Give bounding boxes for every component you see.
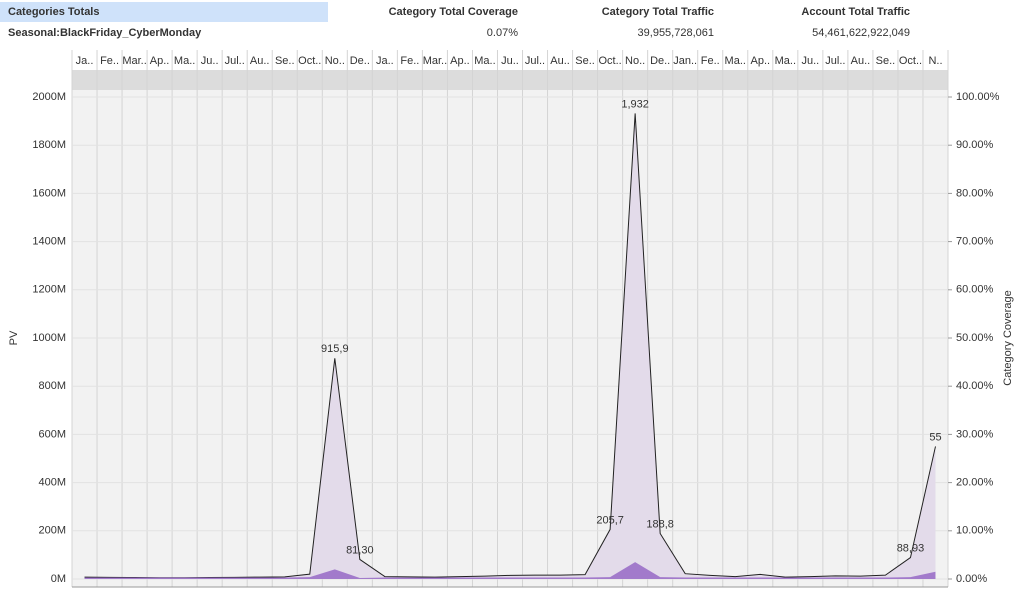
y-tick-label: 1400M [32, 236, 66, 248]
y2-tick-label: 50.00% [956, 332, 994, 344]
data-label: 55 [929, 431, 941, 443]
y-tick-label: 600M [38, 428, 66, 440]
x-tick-label: Jan.. [673, 55, 697, 67]
y2-tick-label: 10.00% [956, 525, 994, 537]
x-tick-label: Au.. [550, 55, 570, 67]
y2-tick-label: 60.00% [956, 284, 994, 296]
x-tick-label: Se.. [876, 55, 896, 67]
header-cell: Account Total Traffic [801, 6, 910, 18]
y-tick-label: 1000M [32, 332, 66, 344]
x-tick-label: Jul.. [525, 55, 545, 67]
header-cell: Category Total Traffic [602, 6, 714, 18]
y2-tick-label: 40.00% [956, 380, 994, 392]
row-cell: 54,461,622,922,049 [812, 27, 910, 39]
x-tick-label: N.. [928, 55, 942, 67]
row-cell: Seasonal:BlackFriday_CyberMonday [8, 27, 202, 39]
x-tick-label: Fe.. [400, 55, 419, 67]
data-label: 81,30 [346, 544, 374, 556]
row-cell: 39,955,728,061 [638, 27, 714, 39]
x-tick-label: Au.. [851, 55, 871, 67]
x-tick-label: Fe.. [701, 55, 720, 67]
x-tick-label: Ju.. [201, 55, 219, 67]
x-tick-label: Se.. [275, 55, 295, 67]
x-tick-label: Ju.. [501, 55, 519, 67]
x-tick-label: No.. [625, 55, 645, 67]
y-tick-label: 200M [38, 525, 66, 537]
series-line [84, 113, 936, 579]
x-tick-label: Ap.. [750, 55, 770, 67]
y-tick-label: 800M [38, 380, 66, 392]
data-label: 915,9 [321, 343, 349, 355]
data-label: 88,93 [897, 542, 925, 554]
data-label: 205,7 [596, 514, 624, 526]
header-cell: Category Total Coverage [389, 6, 518, 18]
header-band [72, 70, 948, 90]
x-tick-label: Fe.. [100, 55, 119, 67]
y-axis-title: PV [8, 330, 20, 345]
x-tick-label: Ja.. [376, 55, 394, 67]
x-tick-label: Ju.. [801, 55, 819, 67]
y2-tick-label: 30.00% [956, 428, 994, 440]
y-tick-label: 1800M [32, 139, 66, 151]
y2-axis-title: Category Coverage [1002, 290, 1014, 385]
y-tick-label: 400M [38, 477, 66, 489]
y-tick-label: 1600M [32, 187, 66, 199]
y-tick-label: 1200M [32, 284, 66, 296]
header-cell: Categories Totals [8, 6, 100, 18]
x-tick-label: Ma.. [474, 55, 495, 67]
x-tick-label: Oct.. [899, 55, 922, 67]
x-tick-label: Ap.. [450, 55, 470, 67]
x-tick-label: Ma.. [725, 55, 746, 67]
x-tick-label: Ma.. [174, 55, 195, 67]
y2-tick-label: 70.00% [956, 236, 994, 248]
x-tick-label: Oct.. [298, 55, 321, 67]
data-label: 188,8 [646, 518, 674, 530]
row-cell: 0.07% [487, 27, 518, 39]
x-tick-label: Mar.. [423, 55, 447, 67]
y2-tick-label: 90.00% [956, 139, 994, 151]
x-tick-label: Ja.. [76, 55, 94, 67]
y-tick-label: 2000M [32, 91, 66, 103]
x-tick-label: Se.. [575, 55, 595, 67]
x-tick-label: De.. [350, 55, 370, 67]
header-highlight [0, 2, 328, 22]
x-tick-label: Au.. [250, 55, 270, 67]
x-tick-label: Ma.. [775, 55, 796, 67]
x-tick-label: De.. [650, 55, 670, 67]
y2-tick-label: 20.00% [956, 477, 994, 489]
x-tick-label: Oct.. [598, 55, 621, 67]
y2-tick-label: 100.00% [956, 91, 1000, 103]
y2-tick-label: 80.00% [956, 187, 994, 199]
x-tick-label: Mar.. [122, 55, 146, 67]
x-tick-label: Ap.. [150, 55, 170, 67]
data-label: 1,932 [621, 98, 649, 110]
x-tick-label: No.. [325, 55, 345, 67]
y-tick-label: 0M [51, 573, 66, 585]
x-tick-label: Jul.. [825, 55, 845, 67]
x-tick-label: Jul.. [225, 55, 245, 67]
y2-tick-label: 0.00% [956, 573, 987, 585]
